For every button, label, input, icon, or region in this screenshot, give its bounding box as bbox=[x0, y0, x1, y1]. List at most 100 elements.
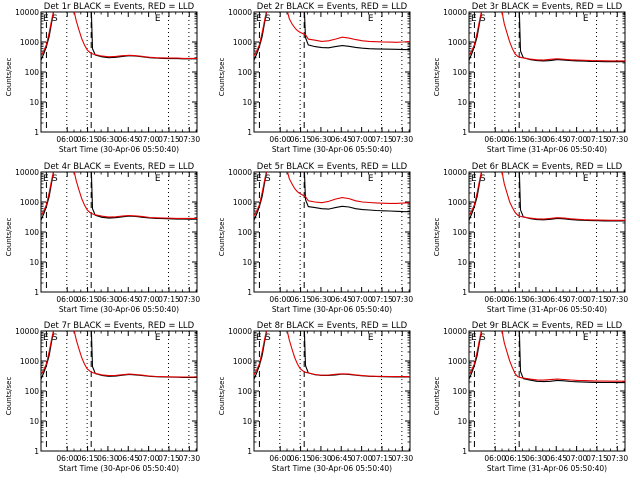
segment-marker-label: S bbox=[480, 14, 486, 24]
chart-title: Det 6r BLACK = Events, RED = LLD bbox=[472, 162, 623, 172]
y-tick-label: 100 bbox=[25, 68, 40, 77]
x-tick-label: 07:30 bbox=[178, 135, 200, 144]
x-tick-label: 06:30 bbox=[525, 295, 547, 304]
y-tick-label: 10 bbox=[457, 258, 467, 267]
y-axis-label: Counts/sec bbox=[433, 58, 441, 97]
x-tick-label: 06:00 bbox=[484, 135, 506, 144]
x-tick-label: 06:30 bbox=[310, 454, 332, 463]
y-tick-label: 1 bbox=[462, 128, 467, 137]
x-tick-label: 06:45 bbox=[330, 135, 352, 144]
series-line-events bbox=[254, 331, 410, 380]
segment-marker-label: E bbox=[155, 333, 161, 343]
y-axis-label: Counts/sec bbox=[5, 377, 13, 416]
y-tick-label: 100 bbox=[25, 228, 40, 237]
x-tick-label: 06:30 bbox=[310, 295, 332, 304]
y-tick-label: 10 bbox=[457, 98, 467, 107]
segment-marker-label: E bbox=[368, 333, 374, 343]
chart-title: Det 4r BLACK = Events, RED = LLD bbox=[44, 162, 195, 172]
x-axis-label: Start Time (30-Apr-06 05:50:40) bbox=[59, 145, 179, 154]
y-tick-label: 1000 bbox=[233, 38, 252, 47]
segment-marker-label: S bbox=[52, 14, 58, 24]
segment-marker-label: E bbox=[583, 174, 589, 184]
chart-panel-2: Det 2r BLACK = Events, RED = LLD 1 10 100 10… bbox=[218, 2, 413, 154]
y-tick-label: 1000 bbox=[233, 357, 252, 366]
x-tick-label: 07:15 bbox=[371, 454, 393, 463]
y-tick-label: 10000 bbox=[228, 8, 252, 17]
chart-title: Det 9r BLACK = Events, RED = LLD bbox=[472, 321, 623, 331]
x-tick-label: 06:45 bbox=[117, 295, 139, 304]
x-tick-label: 07:15 bbox=[586, 295, 608, 304]
x-tick-label: 07:30 bbox=[606, 295, 628, 304]
x-axis-label: Start Time (31-Apr-06 05:50:40) bbox=[487, 145, 607, 154]
plot-frame bbox=[40, 11, 198, 133]
plot-frame bbox=[40, 330, 198, 452]
x-tick-label: 06:15 bbox=[290, 454, 312, 463]
x-tick-label: 06:15 bbox=[290, 135, 312, 144]
x-tick-label: 07:30 bbox=[391, 135, 413, 144]
x-tick-label: 07:00 bbox=[138, 295, 160, 304]
y-tick-label: 10000 bbox=[228, 327, 252, 336]
x-axis-label: Start Time (30-Apr-06 05:50:40) bbox=[272, 305, 392, 314]
x-tick-label: 06:45 bbox=[330, 454, 352, 463]
x-tick-label: 07:00 bbox=[351, 295, 373, 304]
y-tick-label: 10 bbox=[29, 258, 39, 267]
y-tick-label: 10 bbox=[242, 258, 252, 267]
x-tick-label: 06:30 bbox=[525, 135, 547, 144]
x-tick-label: 07:00 bbox=[138, 454, 160, 463]
segment-marker-label: E bbox=[43, 174, 49, 184]
y-tick-label: 10 bbox=[457, 417, 467, 426]
series-line-lld bbox=[254, 331, 410, 378]
plot-frame bbox=[253, 171, 411, 293]
y-tick-label: 1000 bbox=[20, 38, 39, 47]
series-line-events bbox=[469, 12, 625, 63]
chart-panel-1: Det 1r BLACK = Events, RED = LLD 1 10 100 10… bbox=[5, 2, 200, 154]
plot-frame bbox=[40, 171, 198, 293]
x-tick-label: 06:45 bbox=[545, 135, 567, 144]
series-line-lld bbox=[254, 12, 410, 56]
y-axis-label: Counts/sec bbox=[5, 218, 13, 257]
x-axis-label: Start Time (30-Apr-06 05:50:40) bbox=[59, 464, 179, 473]
series-line-events bbox=[254, 12, 410, 61]
chart-panel-8: Det 8r BLACK = Events, RED = LLD 1 10 100 10… bbox=[218, 321, 413, 473]
y-tick-label: 100 bbox=[238, 228, 253, 237]
segment-marker-label: S bbox=[265, 14, 271, 24]
x-tick-label: 06:30 bbox=[97, 135, 119, 144]
series-line-lld bbox=[41, 12, 197, 59]
y-tick-label: 1 bbox=[462, 288, 467, 297]
y-tick-label: 1000 bbox=[20, 357, 39, 366]
y-tick-label: 1 bbox=[247, 447, 252, 456]
series-line-lld bbox=[41, 172, 197, 219]
series-group bbox=[254, 331, 410, 380]
chart-title: Det 3r BLACK = Events, RED = LLD bbox=[472, 2, 623, 12]
plot-frame bbox=[468, 11, 626, 133]
x-tick-label: 07:15 bbox=[158, 295, 180, 304]
chart-panel-3: Det 3r BLACK = Events, RED = LLD 1 10 100 10… bbox=[433, 2, 628, 154]
x-tick-label: 06:15 bbox=[505, 135, 527, 144]
chart-title: Det 7r BLACK = Events, RED = LLD bbox=[44, 321, 195, 331]
segment-marker-label: E bbox=[368, 174, 374, 184]
x-tick-label: 06:00 bbox=[269, 295, 291, 304]
segment-marker-label: E bbox=[471, 174, 477, 184]
x-tick-label: 06:45 bbox=[545, 454, 567, 463]
series-line-lld bbox=[254, 172, 410, 216]
chart-panel-9: Det 9r BLACK = Events, RED = LLD 1 10 100 10… bbox=[433, 321, 628, 473]
x-tick-label: 07:00 bbox=[566, 454, 588, 463]
y-tick-label: 1000 bbox=[448, 198, 467, 207]
series-group bbox=[469, 172, 625, 222]
segment-marker-label: E bbox=[256, 14, 262, 24]
y-tick-label: 1000 bbox=[448, 38, 467, 47]
y-tick-label: 1000 bbox=[448, 357, 467, 366]
y-tick-label: 1000 bbox=[233, 198, 252, 207]
x-tick-label: 07:00 bbox=[351, 454, 373, 463]
y-tick-label: 1 bbox=[34, 447, 39, 456]
y-tick-label: 10000 bbox=[15, 8, 39, 17]
x-tick-label: 06:30 bbox=[97, 454, 119, 463]
y-tick-label: 100 bbox=[453, 387, 468, 396]
x-tick-label: 06:30 bbox=[310, 135, 332, 144]
x-tick-label: 06:30 bbox=[525, 454, 547, 463]
chart-title: Det 2r BLACK = Events, RED = LLD bbox=[257, 2, 408, 12]
series-line-events bbox=[469, 172, 625, 222]
x-axis-label: Start Time (30-Apr-06 05:50:40) bbox=[272, 145, 392, 154]
